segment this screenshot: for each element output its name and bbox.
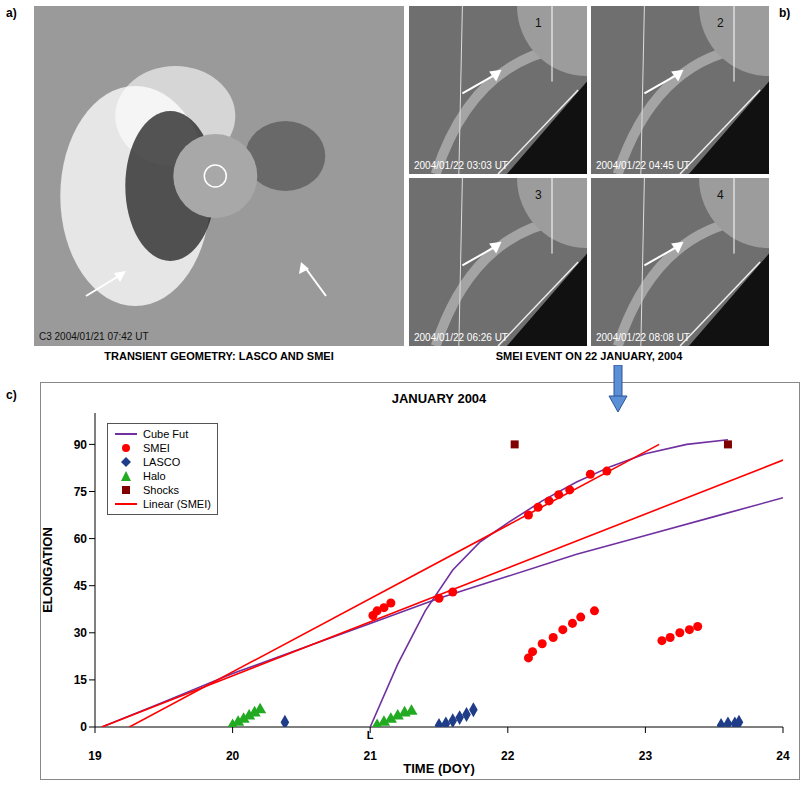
html-text:b): b) xyxy=(779,6,791,20)
html-text:C3 2004/01/21 07:42 UT: C3 2004/01/21 07:42 UT xyxy=(39,331,149,342)
html-text:a): a) xyxy=(6,6,17,20)
html-text:Linear (SMEI): Linear (SMEI) xyxy=(143,498,211,510)
svg-text:ELONGATION: ELONGATION xyxy=(41,527,55,613)
html-text:c): c) xyxy=(6,388,17,402)
svg-text:90: 90 xyxy=(74,438,88,452)
html-text:LASCO: LASCO xyxy=(143,456,181,468)
svg-text:30: 30 xyxy=(74,626,88,640)
svg-text:20: 20 xyxy=(226,749,240,763)
svg-text:0: 0 xyxy=(80,720,87,734)
svg-text:75: 75 xyxy=(74,485,88,499)
html-text:TRANSIENT GEOMETRY: LASCO AND: TRANSIENT GEOMETRY: LASCO AND SMEI xyxy=(104,350,334,362)
svg-text:21: 21 xyxy=(364,749,378,763)
html-text:2004/01/22 08:08 UT: 2004/01/22 08:08 UT xyxy=(596,332,690,343)
svg-text:15: 15 xyxy=(74,673,88,687)
html-text:3: 3 xyxy=(535,188,542,202)
html-text:2: 2 xyxy=(717,16,724,30)
html-text:SMEI EVENT ON 22 JANUARY, 2004: SMEI EVENT ON 22 JANUARY, 2004 xyxy=(495,350,683,362)
svg-text:60: 60 xyxy=(74,532,88,546)
html-text:2004/01/22 06:26 UT: 2004/01/22 06:26 UT xyxy=(414,332,508,343)
html-text:Cube Fut: Cube Fut xyxy=(143,428,189,440)
svg-text:L: L xyxy=(367,729,374,741)
html-text:4: 4 xyxy=(717,188,724,202)
html-text:2004/01/22 04:45 UT: 2004/01/22 04:45 UT xyxy=(596,160,690,171)
html-text:JANUARY 2004: JANUARY 2004 xyxy=(391,391,487,406)
svg-text:22: 22 xyxy=(501,749,515,763)
svg-text:23: 23 xyxy=(639,749,653,763)
svg-text:19: 19 xyxy=(88,749,102,763)
svg-text:TIME (DOY): TIME (DOY) xyxy=(403,761,475,776)
html-text:Shocks: Shocks xyxy=(143,484,180,496)
html-text:2004/01/22 03:03 UT: 2004/01/22 03:03 UT xyxy=(414,160,508,171)
html-text:Halo: Halo xyxy=(143,470,166,482)
html-text:1: 1 xyxy=(535,16,542,30)
html-text:SMEI: SMEI xyxy=(143,442,170,454)
svg-text:45: 45 xyxy=(74,579,88,593)
svg-text:24: 24 xyxy=(776,749,790,763)
